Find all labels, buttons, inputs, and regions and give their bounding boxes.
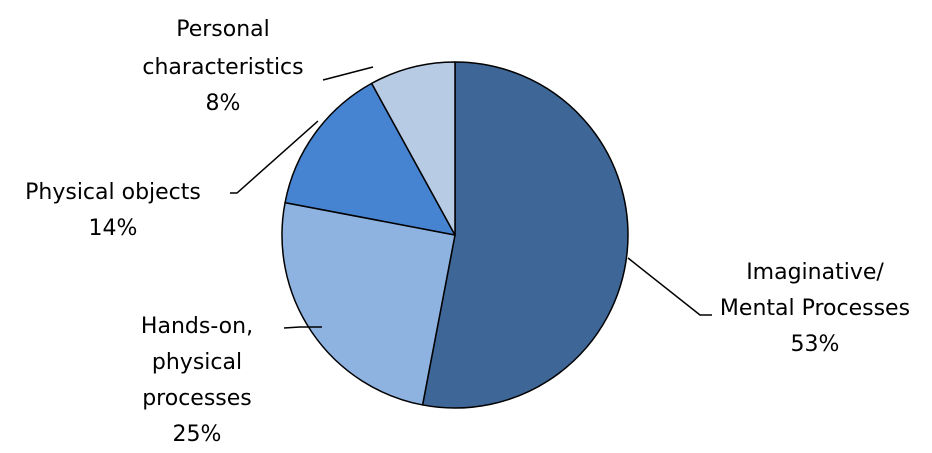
slice-label-line: Imaginative/ — [746, 260, 884, 285]
slice-label-imaginative: Imaginative/ Mental Processes 53% — [720, 260, 910, 357]
pie-slices — [281, 61, 629, 409]
slice-imaginative-mental — [421, 61, 629, 409]
slice-percent-label: 8% — [206, 91, 241, 116]
slice-label-line: Physical objects — [25, 180, 201, 205]
leader-line-imaginative — [627, 257, 712, 316]
leader-lines — [230, 66, 712, 329]
slice-label-line: Hands-on, — [141, 314, 253, 339]
slice-label-line: characteristics — [142, 55, 303, 80]
slice-label-line: Personal — [176, 17, 270, 42]
slice-label-hands-on: Hands-on, physical processes 25% — [141, 314, 253, 447]
slice-hands-on-physical — [281, 201, 456, 406]
slice-label-line: physical — [152, 350, 242, 375]
slice-label-physical-objects: Physical objects 14% — [25, 180, 201, 241]
slice-physical-objects — [284, 82, 456, 236]
slice-personal-characteristics — [370, 61, 456, 236]
leader-line-physical-objects — [230, 120, 319, 194]
slice-label-line: Mental Processes — [720, 296, 910, 321]
leader-line-personal — [322, 66, 374, 81]
slice-percent-label: 14% — [89, 216, 138, 241]
leader-line-hands-on — [283, 326, 322, 329]
slice-percent-label: 53% — [791, 332, 840, 357]
slice-percent-label: 25% — [173, 422, 222, 447]
slice-label-personal: Personal characteristics 8% — [142, 17, 303, 116]
slice-label-line: processes — [142, 386, 252, 411]
